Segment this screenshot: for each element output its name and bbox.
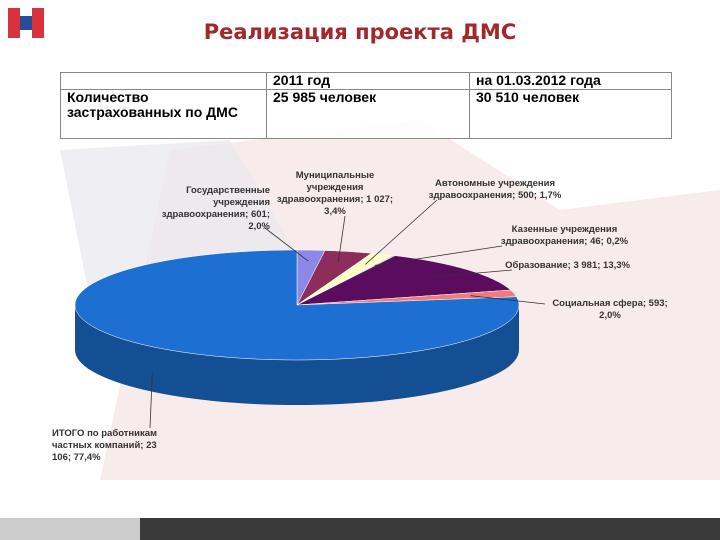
- cell: 30 510 человек: [469, 89, 672, 139]
- leader-line: [365, 199, 438, 265]
- cell: Количество застрахованных по ДМС: [60, 89, 267, 139]
- cell: на 01.03.2012 года: [469, 72, 672, 90]
- leader-line: [149, 373, 153, 429]
- leader-line: [264, 227, 309, 262]
- slice-side: [75, 305, 519, 405]
- logo: [20, 16, 32, 30]
- skyline: [0, 518, 140, 540]
- leader-line: [374, 245, 503, 266]
- leader-line: [433, 269, 513, 278]
- slice: [296, 255, 512, 306]
- slice-label: Муниципальные учреждения здравоохранения…: [276, 170, 394, 217]
- leader-line: [337, 215, 346, 263]
- slice-label: Государственные учреждения здравоохранен…: [161, 185, 270, 232]
- slice-label: ИТОГО по работникам частных компаний; 23…: [52, 428, 158, 463]
- slice-label: Автономные учреждения здравоохранения; 5…: [428, 178, 562, 201]
- title: Реализация проекта ДМС: [203, 20, 517, 44]
- slice-label: Образование; 3 981; 13,3%: [505, 260, 630, 271]
- slice-label: Социальная сфера; 593; 2,0%: [552, 298, 668, 321]
- bottom-bar: [140, 518, 720, 540]
- slice-label: Казенные учреждения здравоохранения; 46;…: [500, 224, 629, 247]
- info-table: 2011 год на 01.03.2012 года Количество за…: [60, 72, 672, 139]
- cell: 25 985 человек: [266, 89, 470, 139]
- slice: [74, 249, 520, 361]
- leader-line: [470, 295, 546, 305]
